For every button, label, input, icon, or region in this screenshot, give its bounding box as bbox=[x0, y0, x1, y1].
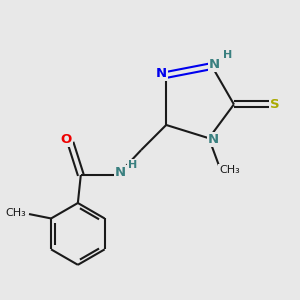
Text: S: S bbox=[270, 98, 279, 111]
Text: N: N bbox=[208, 133, 219, 146]
Text: N: N bbox=[115, 166, 126, 179]
Text: H: H bbox=[128, 160, 137, 170]
Text: H: H bbox=[224, 50, 233, 60]
Text: CH₃: CH₃ bbox=[219, 165, 240, 175]
Text: N: N bbox=[209, 58, 220, 71]
Text: N: N bbox=[155, 67, 167, 80]
Text: O: O bbox=[61, 133, 72, 146]
Text: CH₃: CH₃ bbox=[5, 208, 26, 218]
